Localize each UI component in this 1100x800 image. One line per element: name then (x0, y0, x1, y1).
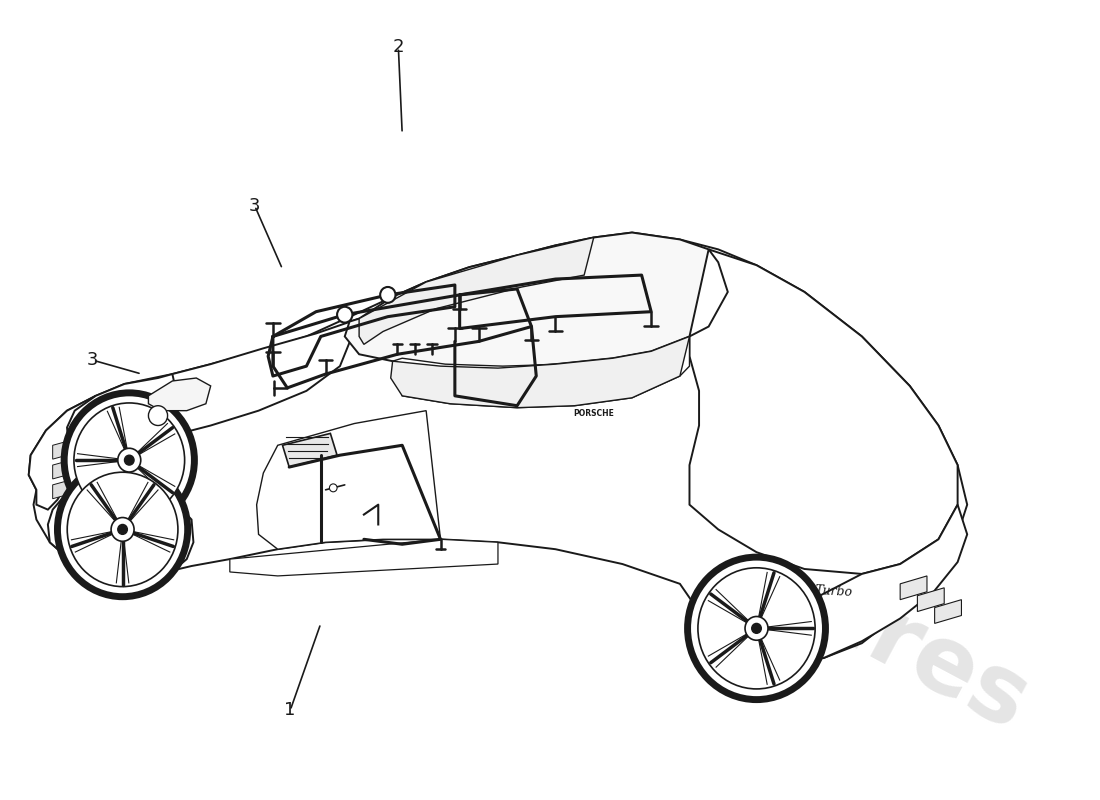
Text: 2: 2 (393, 38, 404, 57)
Polygon shape (935, 600, 961, 623)
Polygon shape (283, 434, 337, 467)
Circle shape (74, 403, 185, 518)
Circle shape (688, 557, 825, 700)
Polygon shape (67, 374, 177, 487)
Polygon shape (766, 505, 967, 661)
Circle shape (745, 617, 768, 640)
Text: eurospares: eurospares (473, 389, 1044, 751)
Polygon shape (917, 588, 944, 611)
Polygon shape (148, 378, 211, 410)
Circle shape (111, 518, 134, 542)
Polygon shape (29, 233, 967, 661)
Text: PORSCHE: PORSCHE (573, 409, 614, 418)
Circle shape (148, 406, 167, 426)
Text: 1: 1 (285, 702, 296, 719)
Polygon shape (230, 539, 498, 576)
Text: 3: 3 (249, 197, 261, 215)
Text: a passion for Porsche, since 1985: a passion for Porsche, since 1985 (600, 380, 876, 538)
Polygon shape (53, 438, 81, 459)
Circle shape (67, 472, 178, 586)
Polygon shape (690, 250, 958, 574)
Polygon shape (359, 238, 594, 344)
Circle shape (57, 462, 188, 597)
Polygon shape (256, 410, 440, 549)
Circle shape (337, 306, 352, 322)
Polygon shape (344, 233, 708, 368)
Polygon shape (53, 457, 81, 479)
Circle shape (64, 393, 195, 527)
Text: 3: 3 (87, 351, 99, 369)
Circle shape (751, 623, 761, 634)
Circle shape (118, 525, 128, 534)
Polygon shape (900, 576, 927, 600)
Polygon shape (53, 477, 81, 498)
Polygon shape (393, 337, 690, 408)
Circle shape (124, 455, 134, 465)
Polygon shape (390, 337, 690, 408)
Text: Turbo: Turbo (814, 584, 852, 599)
Circle shape (118, 448, 141, 472)
Polygon shape (48, 483, 194, 579)
Circle shape (329, 484, 337, 492)
Circle shape (697, 568, 815, 689)
Polygon shape (144, 318, 359, 435)
Polygon shape (29, 396, 96, 510)
Circle shape (381, 287, 396, 303)
